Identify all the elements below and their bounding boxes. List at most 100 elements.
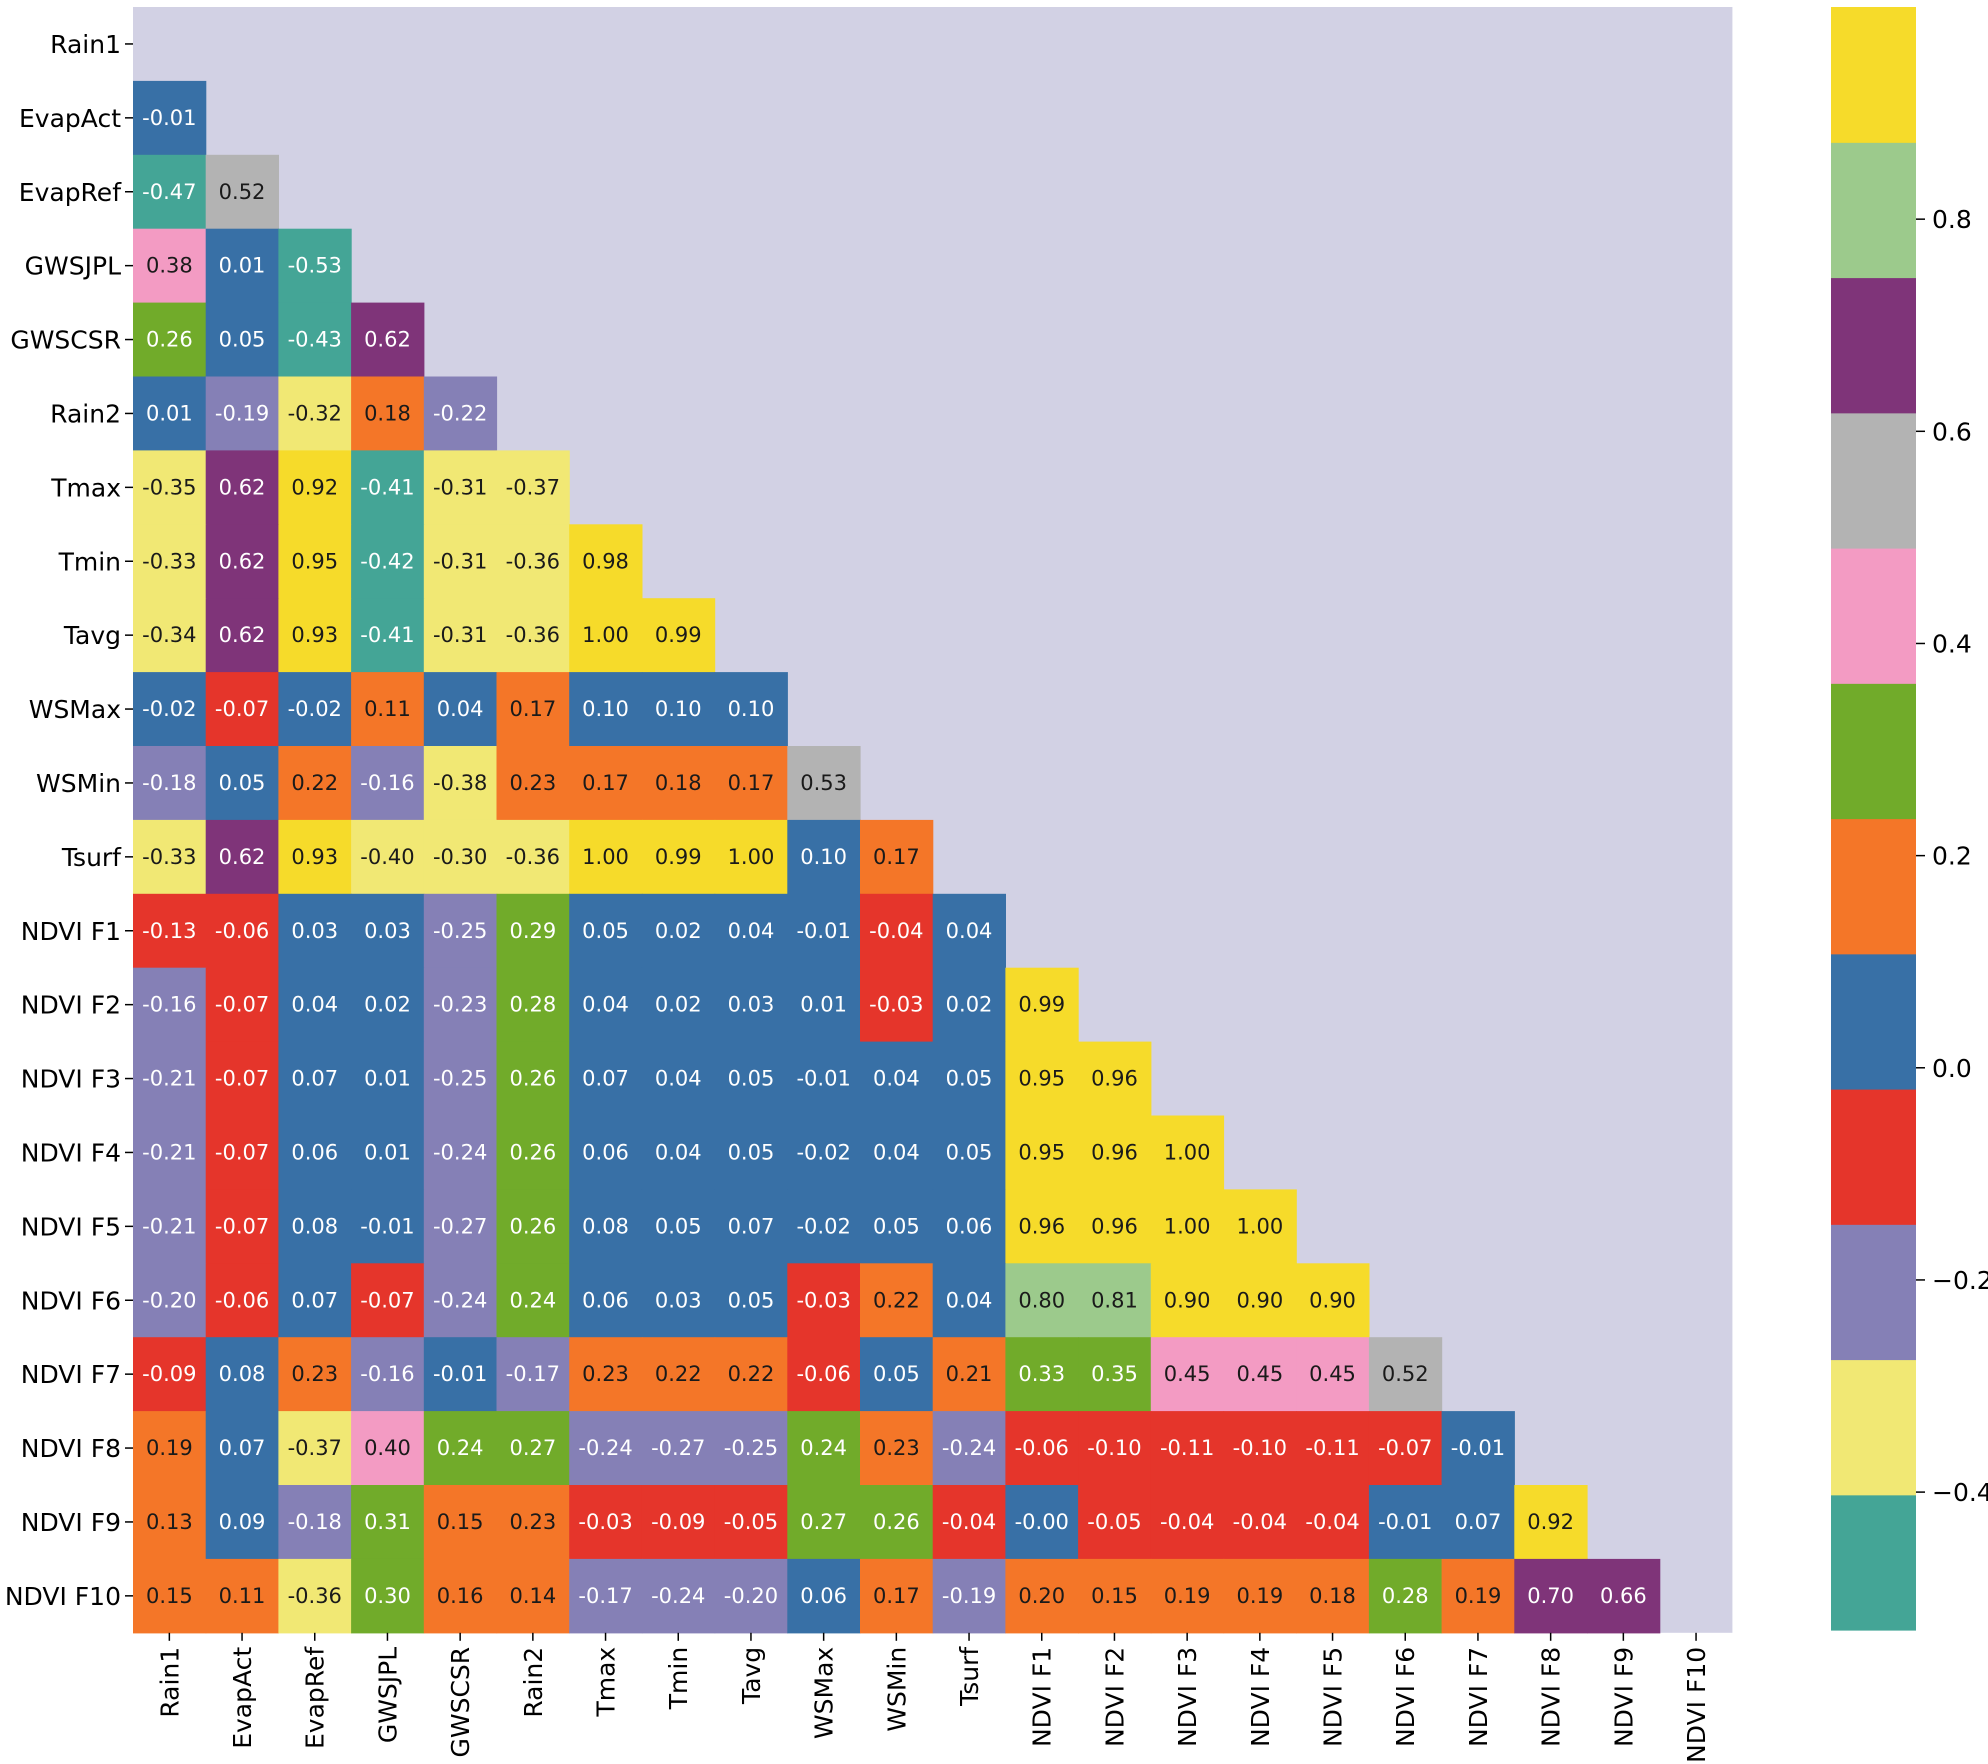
cell-value-label: 1.00 xyxy=(1164,1140,1211,1164)
cell-value-label: 0.06 xyxy=(800,1584,847,1608)
heatmap-cell xyxy=(423,376,498,451)
colorbar-segment xyxy=(1831,683,1916,820)
heatmap-cell xyxy=(641,967,716,1043)
cell-value-label: 0.05 xyxy=(655,1214,702,1238)
cell-value-label: 0.24 xyxy=(800,1436,847,1460)
cell-value-label: -0.05 xyxy=(1087,1510,1141,1534)
cell-value-label: -0.40 xyxy=(360,845,414,869)
heatmap-cell xyxy=(205,1485,279,1560)
cell-value-label: -0.11 xyxy=(1160,1436,1214,1460)
heatmap-cell xyxy=(278,228,352,304)
colorbar-segment xyxy=(1831,1494,1916,1631)
heatmap-cell xyxy=(569,598,643,673)
cell-value-label: 0.52 xyxy=(1382,1362,1429,1386)
cell-value-label: -0.25 xyxy=(433,1067,487,1091)
cell-value-label: -0.31 xyxy=(433,549,487,573)
cell-value-label: 0.23 xyxy=(582,1362,629,1386)
heatmap-cell xyxy=(278,672,352,747)
row-label: NDVI F4 xyxy=(21,1138,121,1167)
heatmap-cell xyxy=(787,1485,861,1560)
cell-value-label: 0.28 xyxy=(1382,1584,1429,1608)
cell-value-label: 0.09 xyxy=(219,1510,266,1534)
heatmap-cell xyxy=(205,1041,279,1117)
heatmap-cell xyxy=(351,524,425,599)
cell-value-label: 0.04 xyxy=(873,1067,920,1091)
cell-value-label: -0.22 xyxy=(433,401,487,425)
cell-value-label: 0.52 xyxy=(219,180,266,204)
row-labels: Rain1 EvapAct EvapRef GWSJPL GWSCSR Rain2 Tmax… xyxy=(5,30,133,1611)
heatmap-cell xyxy=(1368,1411,1443,1486)
cell-value-label: 0.05 xyxy=(582,919,629,943)
heatmap-cell xyxy=(351,672,425,747)
cell-value-label: 0.06 xyxy=(946,1214,993,1238)
heatmap-cell xyxy=(714,1337,788,1412)
heatmap-cell xyxy=(351,376,425,451)
cell-value-label: 0.29 xyxy=(509,919,556,943)
heatmap-cell xyxy=(133,672,207,747)
cell-value-label: 0.01 xyxy=(364,1067,411,1091)
column-label: EvapRef xyxy=(301,1646,330,1749)
heatmap-cell xyxy=(133,1411,207,1486)
cell-value-label: 0.02 xyxy=(655,993,702,1017)
heatmap-cell xyxy=(423,598,498,673)
cell-value-label: -0.30 xyxy=(433,845,487,869)
heatmap-cell xyxy=(714,1558,788,1634)
heatmap-cell xyxy=(496,524,570,599)
cell-value-label: 0.08 xyxy=(582,1214,629,1238)
heatmap-cell xyxy=(714,1263,788,1338)
cell-value-label: 0.19 xyxy=(1455,1584,1502,1608)
heatmap-cell xyxy=(133,302,207,378)
cell-value-label: -0.06 xyxy=(215,919,269,943)
cell-value-label: -0.05 xyxy=(724,1510,778,1534)
cell-value-label: -0.18 xyxy=(288,1510,342,1534)
cell-value-label: 0.17 xyxy=(582,771,629,795)
cell-value-label: 0.01 xyxy=(364,1140,411,1164)
cell-value-label: 0.27 xyxy=(509,1436,556,1460)
heatmap-cell xyxy=(860,1337,934,1412)
cell-value-label: -0.24 xyxy=(433,1140,487,1164)
column-label: NDVI F10 xyxy=(1682,1647,1711,1763)
heatmap-cell xyxy=(205,376,279,451)
heatmap-cell xyxy=(205,967,279,1043)
cell-value-label: -0.19 xyxy=(942,1584,996,1608)
heatmap-cell xyxy=(569,1558,643,1634)
cell-value-label: -0.03 xyxy=(796,1288,850,1312)
heatmap-cell xyxy=(1296,1411,1370,1486)
heatmap-cell xyxy=(278,1041,352,1117)
heatmap-cell xyxy=(423,1411,498,1486)
cell-value-label: -0.01 xyxy=(142,106,196,130)
heatmap-cell xyxy=(714,1041,788,1117)
heatmap-cell xyxy=(133,1263,207,1338)
heatmap-cell xyxy=(1005,1485,1079,1560)
row-label: GWSJPL xyxy=(25,252,121,281)
cell-value-label: 0.17 xyxy=(873,845,920,869)
cell-value-label: 0.98 xyxy=(582,549,629,573)
heatmap-cell xyxy=(1150,1411,1225,1486)
cell-value-label: -0.03 xyxy=(578,1510,632,1534)
heatmap-cell xyxy=(423,967,498,1043)
heatmap-cell xyxy=(278,1337,352,1412)
heatmap-cell xyxy=(423,1115,498,1190)
heatmap-cell xyxy=(205,746,279,821)
cell-value-label: 0.31 xyxy=(364,1510,411,1534)
cell-value-label: -0.25 xyxy=(724,1436,778,1460)
heatmap-cell xyxy=(569,1041,643,1117)
colorbar-segment xyxy=(1831,818,1916,955)
row-label: EvapAct xyxy=(19,104,121,133)
heatmap-cell xyxy=(351,1337,425,1412)
heatmap-cell xyxy=(133,524,207,599)
cell-value-label: -0.20 xyxy=(724,1584,778,1608)
heatmap-cell xyxy=(351,1411,425,1486)
heatmap-cell xyxy=(423,746,498,821)
heatmap-cell xyxy=(133,376,207,451)
heatmap-cell xyxy=(496,1189,570,1264)
heatmap-cell xyxy=(1368,1558,1443,1634)
heatmap-cell xyxy=(714,1485,788,1560)
heatmap-cell xyxy=(569,672,643,747)
colorbar-tick-label: 0.4 xyxy=(1932,629,1972,658)
row-label: NDVI F2 xyxy=(21,991,121,1020)
heatmap-cell xyxy=(133,598,207,673)
heatmap-cell xyxy=(569,893,643,969)
heatmap-cell xyxy=(860,1041,934,1117)
cell-value-label: -0.04 xyxy=(1305,1510,1359,1534)
